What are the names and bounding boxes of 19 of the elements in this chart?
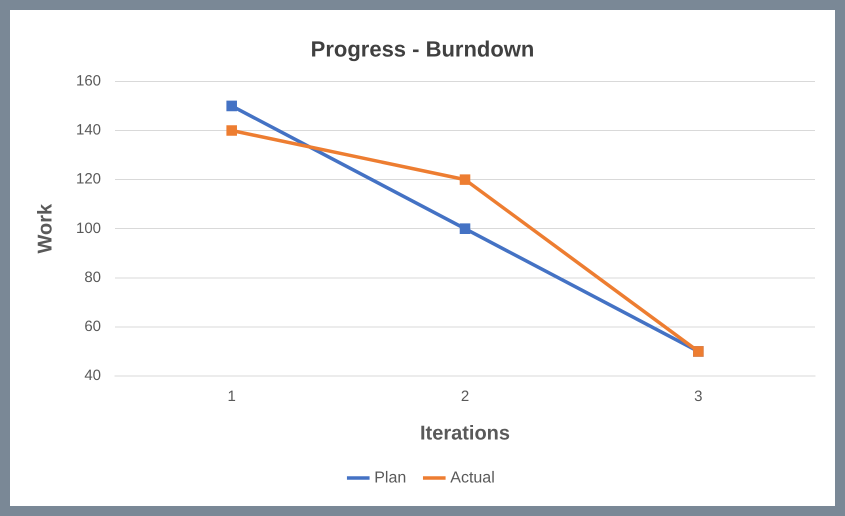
y-tick-label: 100 [76,220,102,237]
y-tick-label: 120 [76,170,102,188]
x-axis-title: Iterations [420,422,510,445]
y-tick-label: 80 [84,268,102,286]
y-axis-title: Work [34,203,57,254]
point [460,223,470,234]
x-tick-label: 1 [228,388,236,406]
y-tick-label: 40 [84,367,102,384]
x-tick-label: 2 [460,388,470,406]
legend-label: Plan [374,469,406,486]
y-tick-label: 60 [84,318,102,336]
point [226,125,237,136]
point [226,100,237,112]
legend-label: Actual [450,469,495,486]
x-tick-label: 3 [694,388,703,406]
y-tick-label: 140 [76,122,102,139]
chart-title: Progress - Burndown [310,36,534,62]
y-tick-label: 160 [76,72,102,90]
point [460,174,470,185]
